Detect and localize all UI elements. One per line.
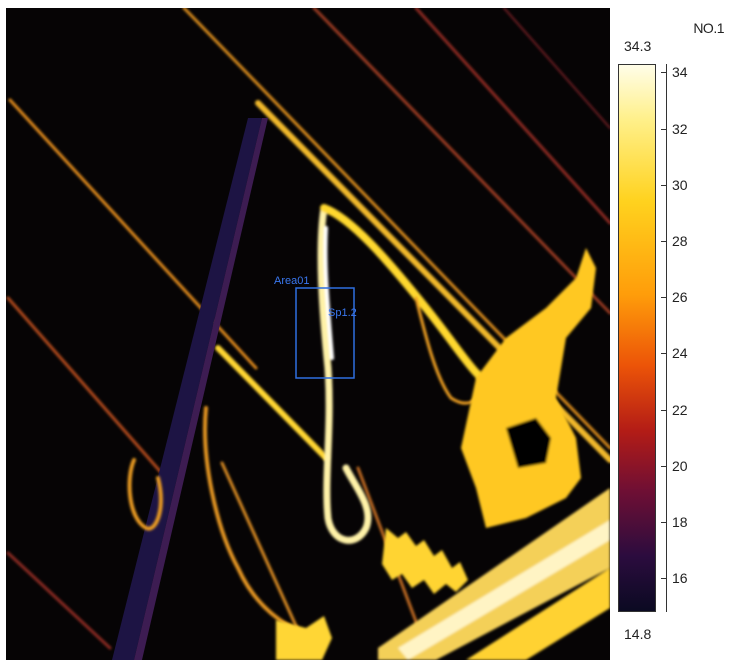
cable-line [6,551,112,650]
scale-tick-label: 32 [672,120,688,137]
hot-bar [466,568,610,660]
max-temperature-label: 34.3 [624,38,652,54]
scale-tick [661,184,667,186]
scale-tick-label: 28 [672,233,688,250]
pole [112,118,262,660]
hot-bar [398,520,610,660]
scale-tick [661,522,667,524]
thermal-scene: Area01 Sp1.2 [6,8,610,660]
scale-tick [661,465,667,467]
hot-hardware [461,248,596,528]
hot-insulator [382,528,468,594]
pole-edge [134,118,268,660]
scale-tick [661,72,667,74]
cable-line [6,296,168,480]
cable-line [414,8,610,225]
scale-tick-label: 18 [672,514,688,531]
scale-tick [661,409,667,411]
roi-area-label: Area01 [274,275,309,287]
hot-conductor-loop [317,204,372,544]
cable-line [220,461,308,650]
hot-fitting [276,616,332,660]
color-bar [618,64,656,612]
color-scale-panel: NO.1 34.3 34 32 30 28 26 24 22 20 18 16 14.8 [610,0,732,663]
scale-tick-label: 24 [672,345,688,362]
roi-box[interactable] [295,287,355,379]
scale-tick-label: 30 [672,176,688,193]
scale-tick [661,297,667,299]
scale-tick-label: 34 [672,64,688,81]
scale-tick-label: 22 [672,401,688,418]
conductor-loop-left [127,458,163,531]
scale-axis [666,64,667,612]
scale-tick [661,578,667,580]
scale-tick [661,353,667,355]
cable-line [503,8,610,129]
min-temperature-label: 14.8 [624,626,652,642]
hot-fitting [506,418,551,468]
cable-line [215,345,329,461]
scale-tick [661,241,667,243]
roi-spot-label: Sp1.2 [328,307,357,319]
hot-conductor-core [323,226,334,360]
hot-bar [378,488,610,660]
scale-tick [661,128,667,130]
scale-tick-label: 16 [672,570,688,587]
scale-tick-label: 26 [672,289,688,306]
cable-line [312,8,610,315]
scale-title: NO.1 [693,20,724,36]
scale-tick-label: 20 [672,457,688,474]
thermal-image: Area01 Sp1.2 [6,8,610,660]
